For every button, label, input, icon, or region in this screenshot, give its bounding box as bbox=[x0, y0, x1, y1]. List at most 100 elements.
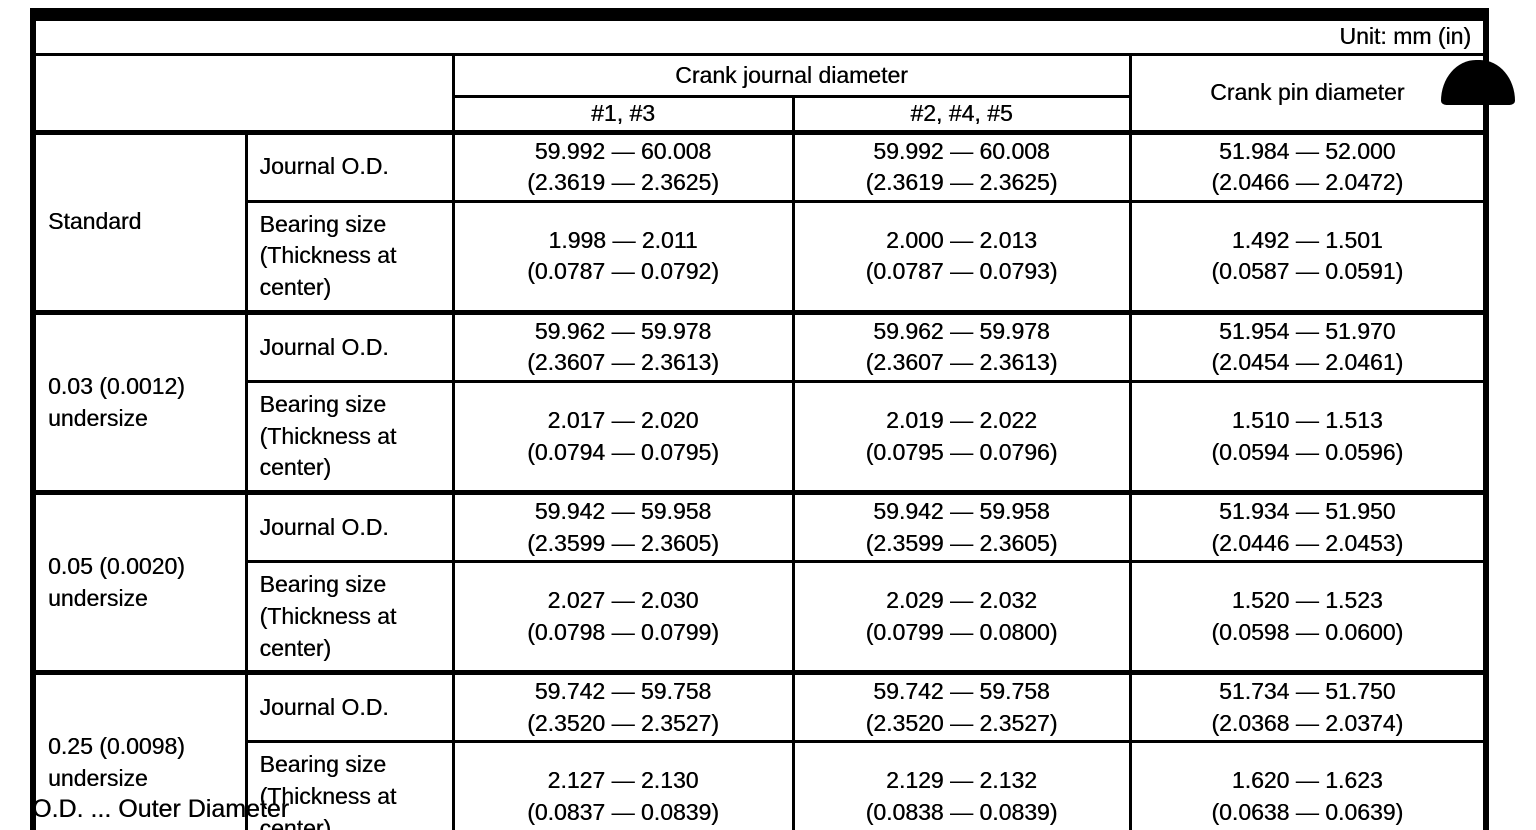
spec-cell: 1.510 — 1.513 (0.0594 — 0.0596) bbox=[1128, 379, 1488, 495]
table-row: 0.03 (0.0012) undersize Journal O.D. 59.… bbox=[31, 309, 1488, 495]
spec-cell: 2.029 — 2.032 (0.0799 — 0.0800) bbox=[791, 560, 1132, 675]
table-row: Bearing size (Thickness at center) 1.998… bbox=[33, 199, 1488, 314]
row-label-bearing-size: Bearing size (Thickness at center) bbox=[244, 560, 455, 675]
spec-cell: 2.129 — 2.132 (0.0838 — 0.0839) bbox=[791, 740, 1132, 830]
spec-in: (2.3619 — 2.3625) bbox=[865, 169, 1058, 196]
spec-cell: 59.942 — 59.958 (2.3599 — 2.3605) bbox=[791, 490, 1132, 564]
spec-mm: 51.734 — 51.750 bbox=[1219, 678, 1396, 705]
header-row-top: Crank journal diameter Crank pin diamete… bbox=[31, 53, 1488, 134]
spec-in: (0.0799 — 0.0800) bbox=[865, 618, 1058, 645]
spec-cell: 51.734 — 51.750 (2.0368 — 2.0374) bbox=[1128, 670, 1488, 744]
od-footnote: O.D. ... Outer Diameter bbox=[32, 795, 290, 823]
header-row-sub: #1, #3 #2, #4, #5 bbox=[33, 95, 1486, 135]
spec-mm: 59.742 — 59.758 bbox=[534, 678, 712, 705]
spec-in: (0.0798 — 0.0799) bbox=[527, 618, 719, 645]
spec-mm: 1.510 — 1.513 bbox=[1231, 406, 1383, 433]
table-row: Bearing size (Thickness at center) 2.017… bbox=[33, 379, 1488, 495]
unit-label: Unit: mm (in) bbox=[31, 13, 1488, 56]
spec-in: (0.0794 — 0.0795) bbox=[527, 438, 719, 465]
spec-cell: 1.520 — 1.523 (0.0598 — 0.0600) bbox=[1128, 560, 1488, 675]
spec-mm: 59.962 — 59.978 bbox=[534, 317, 712, 344]
header-crank-journal-diameter: Crank journal diameter bbox=[451, 53, 1132, 98]
spec-mm: 2.127 — 2.130 bbox=[547, 767, 699, 794]
row-label-bearing-size: Bearing size (Thickness at center) bbox=[244, 379, 455, 495]
spec-in: (2.3619 — 2.3625) bbox=[527, 169, 719, 196]
row-label-journal-od: Journal O.D. bbox=[244, 490, 455, 564]
spec-cell: 2.027 — 2.030 (0.0798 — 0.0799) bbox=[451, 560, 795, 675]
spec-cell: 59.942 — 59.958 (2.3599 — 2.3605) bbox=[451, 490, 795, 564]
spec-mm: 1.998 — 2.011 bbox=[548, 226, 698, 253]
spec-in: (0.0787 — 0.0792) bbox=[527, 258, 719, 285]
spec-cell: 2.127 — 2.130 (0.0837 — 0.0839) bbox=[451, 740, 795, 830]
category-standard: Standard bbox=[31, 129, 248, 314]
spec-in: (0.0795 — 0.0796) bbox=[865, 438, 1058, 465]
row-label-journal-od: Journal O.D. bbox=[244, 129, 455, 203]
spec-cell: 2.017 — 2.020 (0.0794 — 0.0795) bbox=[451, 379, 795, 495]
category-003-undersize: 0.03 (0.0012) undersize bbox=[31, 309, 248, 495]
spec-mm: 51.984 — 52.000 bbox=[1219, 137, 1396, 164]
spec-mm: 59.992 — 60.008 bbox=[873, 137, 1050, 164]
spec-mm: 1.620 — 1.623 bbox=[1231, 767, 1383, 794]
spec-in: (0.0837 — 0.0839) bbox=[527, 798, 719, 825]
spec-cell: 59.742 — 59.758 (2.3520 — 2.3527) bbox=[791, 670, 1132, 744]
crankshaft-spec-table: Unit: mm (in) Crank journal diameter Cra… bbox=[30, 8, 1490, 830]
spec-cell: 51.984 — 52.000 (2.0466 — 2.0472) bbox=[1128, 129, 1488, 203]
table-row: 0.05 (0.0020) undersize Journal O.D. 59.… bbox=[31, 490, 1488, 675]
spec-in: (0.0838 — 0.0839) bbox=[865, 798, 1058, 825]
spec-cell: 1.998 — 2.011 (0.0787 — 0.0792) bbox=[451, 199, 795, 314]
row-label-bearing-size: Bearing size (Thickness at center) bbox=[244, 199, 455, 314]
spec-in: (0.0594 — 0.0596) bbox=[1211, 438, 1404, 465]
table-row: Standard Journal O.D. 59.992 — 60.008 (2… bbox=[31, 129, 1488, 314]
spec-in: (2.3599 — 2.3605) bbox=[527, 529, 719, 556]
spec-mm: 2.019 — 2.022 bbox=[886, 406, 1037, 433]
spec-in: (2.0454 — 2.0461) bbox=[1211, 349, 1404, 376]
spec-in: (2.3599 — 2.3605) bbox=[865, 529, 1058, 556]
spec-cell: 1.492 — 1.501 (0.0587 — 0.0591) bbox=[1128, 199, 1488, 314]
category-005-undersize: 0.05 (0.0020) undersize bbox=[31, 490, 248, 675]
spec-mm: 1.520 — 1.523 bbox=[1231, 587, 1383, 613]
spec-cell: 2.019 — 2.022 (0.0795 — 0.0796) bbox=[791, 379, 1132, 495]
spec-in: (2.0446 — 2.0453) bbox=[1211, 529, 1404, 556]
spec-mm: 59.992 — 60.008 bbox=[534, 137, 712, 164]
table-row: 0.25 (0.0098) undersize Journal O.D. 59.… bbox=[31, 670, 1488, 830]
spec-cell: 2.000 — 2.013 (0.0787 — 0.0793) bbox=[791, 199, 1132, 314]
row-label-journal-od: Journal O.D. bbox=[244, 309, 455, 383]
spec-cell: 59.962 — 59.978 (2.3607 — 2.3613) bbox=[451, 309, 795, 383]
spec-mm: 2.129 — 2.132 bbox=[886, 767, 1037, 794]
spec-mm: 51.934 — 51.950 bbox=[1219, 497, 1396, 524]
spec-in: (0.0598 — 0.0600) bbox=[1211, 618, 1404, 645]
spec-mm: 59.742 — 59.758 bbox=[873, 678, 1050, 705]
spec-in: (2.3607 — 2.3613) bbox=[527, 349, 719, 376]
category-025-undersize: 0.25 (0.0098) undersize bbox=[31, 670, 248, 830]
unit-row: Unit: mm (in) bbox=[31, 13, 1488, 56]
header-journal-1-3: #1, #3 bbox=[451, 95, 795, 135]
spec-mm: 59.962 — 59.978 bbox=[873, 317, 1050, 344]
spec-mm: 59.942 — 59.958 bbox=[873, 497, 1050, 524]
spec-cell: 59.742 — 59.758 (2.3520 — 2.3527) bbox=[451, 670, 795, 744]
table-row: Bearing size (Thickness at center) 2.127… bbox=[33, 740, 1488, 830]
spec-mm: 1.492 — 1.501 bbox=[1231, 226, 1383, 253]
spec-cell: 51.934 — 51.950 (2.0446 — 2.0453) bbox=[1128, 490, 1488, 564]
spec-in: (0.0638 — 0.0639) bbox=[1211, 798, 1404, 825]
spec-cell: 59.992 — 60.008 (2.3619 — 2.3625) bbox=[451, 129, 795, 203]
spec-in: (2.3520 — 2.3527) bbox=[527, 709, 719, 736]
spec-in: (2.3520 — 2.3527) bbox=[865, 709, 1058, 736]
spec-in: (2.0466 — 2.0472) bbox=[1211, 169, 1404, 196]
spec-cell: 59.962 — 59.978 (2.3607 — 2.3613) bbox=[791, 309, 1132, 383]
spec-mm: 2.000 — 2.013 bbox=[886, 226, 1037, 253]
table-row: Bearing size (Thickness at center) 2.027… bbox=[33, 560, 1488, 675]
header-crank-pin-diameter: Crank pin diameter bbox=[1128, 53, 1488, 134]
spec-mm: 2.029 — 2.032 bbox=[886, 587, 1037, 613]
spec-mm: 2.017 — 2.020 bbox=[547, 406, 699, 433]
spec-mm: 51.954 — 51.970 bbox=[1219, 317, 1396, 344]
spec-mm: 2.027 — 2.030 bbox=[547, 587, 699, 613]
spec-mm: 59.942 — 59.958 bbox=[534, 497, 712, 524]
spec-in: (0.0787 — 0.0793) bbox=[865, 258, 1058, 285]
spec-cell: 51.954 — 51.970 (2.0454 — 2.0461) bbox=[1128, 309, 1488, 383]
row-label-bearing-size: Bearing size (Thickness at center) bbox=[244, 740, 455, 830]
spec-cell: 59.992 — 60.008 (2.3619 — 2.3625) bbox=[791, 129, 1132, 203]
spec-cell: 1.620 — 1.623 (0.0638 — 0.0639) bbox=[1128, 740, 1488, 830]
header-journal-2-4-5: #2, #4, #5 bbox=[791, 95, 1132, 135]
spec-in: (2.0368 — 2.0374) bbox=[1211, 709, 1404, 736]
